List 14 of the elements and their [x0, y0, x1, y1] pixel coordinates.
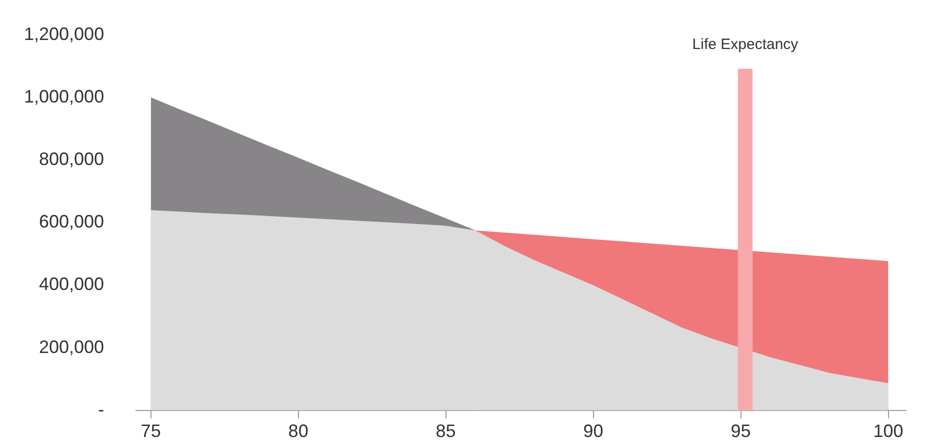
y-tick-label: -	[98, 399, 104, 420]
y-tick-label: 1,000,000	[24, 86, 104, 106]
band-label: Life Expectancy	[692, 36, 799, 53]
x-tick-label: 80	[288, 421, 308, 442]
x-tick-label: 90	[583, 421, 604, 442]
x-tick-label: 85	[436, 421, 456, 442]
x-tick-label: 75	[140, 421, 161, 442]
y-tick-label: 800,000	[39, 148, 104, 169]
x-tick-label: 95	[730, 421, 751, 442]
y-tick-label: 400,000	[39, 274, 104, 294]
y-tick-label: 200,000	[39, 336, 104, 357]
x-tick-label: 100	[873, 421, 904, 442]
y-tick-label: 1,200,000	[24, 24, 104, 44]
y-tick-label: 600,000	[39, 212, 104, 232]
